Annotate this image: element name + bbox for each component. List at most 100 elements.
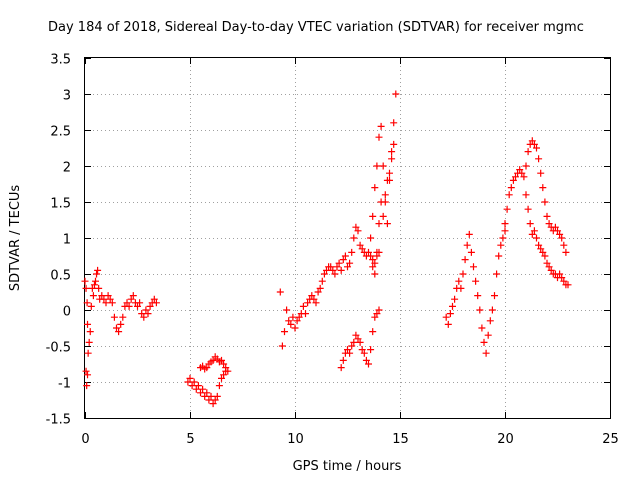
data-point <box>220 360 228 368</box>
data-point <box>375 306 383 314</box>
data-point <box>220 371 228 379</box>
data-point <box>95 284 103 292</box>
x-tick-label: 15 <box>392 432 409 447</box>
data-point <box>86 328 94 336</box>
data-point <box>90 281 98 289</box>
data-point <box>320 270 328 278</box>
data-point <box>352 223 360 231</box>
data-point <box>535 155 543 163</box>
data-point <box>375 133 383 141</box>
y-tick-label: -1.5 <box>46 413 71 428</box>
data-point <box>100 295 108 303</box>
data-point <box>369 212 377 220</box>
data-point <box>152 299 160 307</box>
data-point <box>209 400 217 408</box>
data-point <box>493 270 501 278</box>
data-point <box>509 176 517 184</box>
data-point <box>512 173 519 181</box>
data-point <box>390 140 398 148</box>
y-tick-label: 0 <box>63 305 71 320</box>
data-point <box>551 223 559 231</box>
data-point <box>383 220 391 228</box>
data-point <box>377 198 385 206</box>
data-point <box>117 320 125 328</box>
data-point <box>371 270 379 278</box>
data-point <box>528 137 536 145</box>
data-point <box>541 252 549 260</box>
data-point <box>516 166 524 174</box>
x-tick-label: 0 <box>81 432 89 447</box>
data-point <box>110 313 118 321</box>
series-arc1-low <box>82 367 92 390</box>
data-point <box>138 310 146 318</box>
data-point <box>392 90 400 98</box>
y-tick-label: 0.5 <box>50 269 71 284</box>
data-point <box>285 317 293 325</box>
series-arc3-low <box>337 306 383 372</box>
data-point <box>377 122 385 130</box>
data-point <box>287 320 295 328</box>
data-point <box>478 324 486 332</box>
y-tick-label: 1.5 <box>50 197 71 212</box>
data-point <box>381 191 389 199</box>
data-point <box>211 353 219 361</box>
data-point <box>203 389 211 397</box>
data-point <box>495 252 503 260</box>
data-point <box>556 270 564 278</box>
data-point <box>562 248 570 256</box>
data-point <box>119 313 127 321</box>
data-point <box>194 382 202 390</box>
data-point <box>367 252 375 260</box>
data-point <box>344 263 351 271</box>
data-point <box>463 241 471 249</box>
data-point <box>213 392 221 400</box>
data-point <box>388 148 396 156</box>
data-point <box>354 227 362 235</box>
data-point <box>543 259 551 267</box>
data-point <box>312 299 320 307</box>
data-point <box>461 256 469 264</box>
data-point <box>87 302 95 310</box>
data-point <box>199 385 207 393</box>
plot-frame <box>84 57 611 419</box>
data-point <box>530 140 538 148</box>
data-point <box>136 299 144 307</box>
data-point <box>346 349 354 357</box>
series-arc5-low <box>522 191 572 289</box>
data-point <box>350 234 358 242</box>
data-point <box>545 263 553 271</box>
data-point <box>465 230 473 238</box>
data-point <box>316 284 324 292</box>
data-point <box>558 234 566 242</box>
data-point <box>150 295 158 303</box>
data-point <box>564 281 572 289</box>
x-tick-label: 10 <box>287 432 304 447</box>
data-point <box>524 205 532 213</box>
data-point <box>560 277 568 285</box>
x-axis-label: GPS time / hours <box>293 459 402 474</box>
data-point <box>444 320 452 328</box>
grid <box>85 58 610 418</box>
data-point <box>278 342 286 350</box>
data-point <box>369 328 377 336</box>
data-point <box>337 364 345 372</box>
y-tick-label: -1 <box>58 377 71 392</box>
data-point <box>89 292 97 300</box>
data-point <box>140 313 148 321</box>
chart-title: Day 184 of 2018, Sidereal Day-to-day VTE… <box>48 20 584 35</box>
data-point <box>344 346 351 354</box>
data-point <box>543 212 551 220</box>
data-point <box>503 205 511 213</box>
data-point <box>467 248 475 256</box>
series-arc3-peak <box>367 90 400 242</box>
data-point <box>146 302 154 310</box>
data-point <box>501 227 509 235</box>
data-point <box>556 230 564 238</box>
data-point <box>205 396 213 404</box>
data-point <box>505 191 513 199</box>
data-point <box>350 338 358 346</box>
series-arc3-peak-low <box>369 140 398 278</box>
series-arc2 <box>184 353 232 408</box>
data-point <box>535 241 543 249</box>
y-tick-label: 1 <box>63 233 71 248</box>
